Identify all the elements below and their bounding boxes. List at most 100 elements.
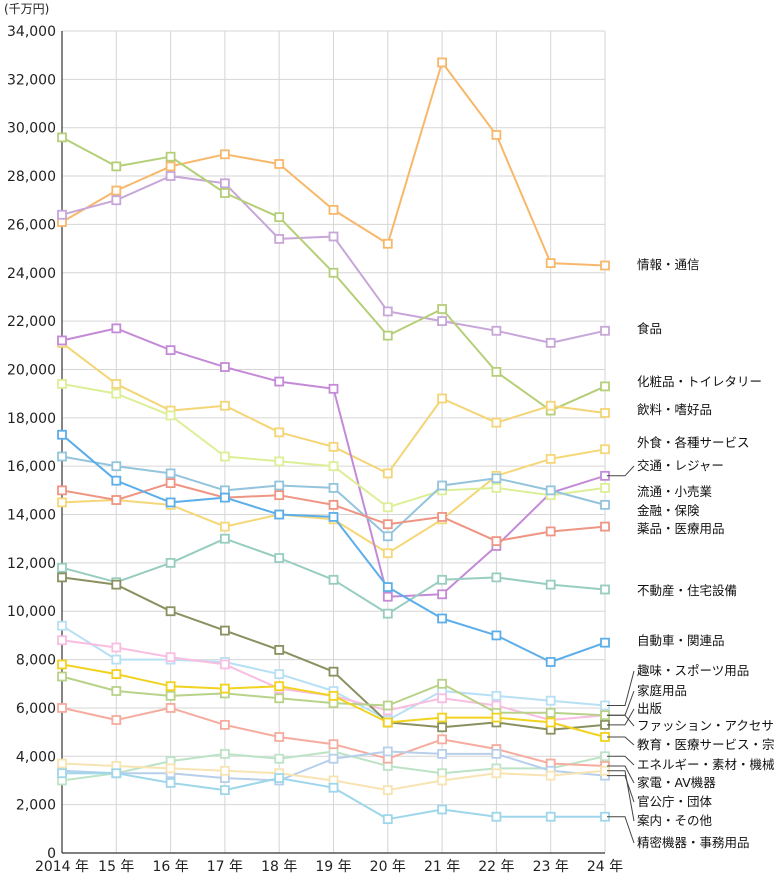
x-tick-label: 24 年 <box>587 859 623 875</box>
data-point <box>274 693 285 704</box>
y-tick-label: 12,000 <box>7 556 56 572</box>
data-point <box>274 376 285 387</box>
series-label: 薬品・医療用品 <box>637 521 725 536</box>
x-tick-label: 15 年 <box>98 859 134 875</box>
data-point <box>219 533 230 544</box>
data-point <box>111 379 122 389</box>
data-point <box>165 763 176 774</box>
data-point <box>219 683 230 694</box>
data-point <box>491 712 502 723</box>
data-point <box>165 410 176 421</box>
x-tick-label: 2014 年 <box>35 859 89 875</box>
data-point <box>600 325 610 336</box>
data-point <box>274 669 285 679</box>
data-point <box>600 260 610 271</box>
data-point <box>328 753 339 764</box>
data-point <box>219 451 230 462</box>
data-point <box>111 323 122 334</box>
data-point <box>57 620 67 631</box>
data-point <box>219 400 230 411</box>
data-point <box>57 671 67 682</box>
data-point <box>111 495 122 505</box>
data-point <box>328 205 339 215</box>
data-point <box>165 345 176 356</box>
series-11 <box>57 429 610 667</box>
data-point <box>600 483 610 493</box>
leader-line <box>607 708 635 726</box>
data-point <box>600 444 610 455</box>
y-tick-label: 0 <box>47 846 56 862</box>
data-point <box>328 267 339 278</box>
series-label: 食品 <box>637 321 662 336</box>
data-point <box>57 635 67 646</box>
series-8 <box>57 451 610 542</box>
data-point <box>57 485 67 496</box>
data-point <box>165 703 176 713</box>
y-tick-label: 6,000 <box>16 701 56 717</box>
data-point <box>274 773 285 783</box>
data-point <box>328 441 339 452</box>
x-tick-label: 17 年 <box>207 859 243 875</box>
data-point <box>111 579 122 590</box>
data-point <box>57 497 67 508</box>
data-point <box>328 690 339 701</box>
data-point <box>545 258 556 268</box>
data-point <box>437 693 448 704</box>
y-tick-label: 32,000 <box>7 72 56 88</box>
axes <box>61 31 605 854</box>
data-point <box>274 212 285 223</box>
data-point <box>382 531 393 542</box>
data-point <box>328 666 339 677</box>
leader-line <box>607 714 635 727</box>
data-point <box>382 306 393 317</box>
y-tick-label: 26,000 <box>7 217 56 233</box>
data-point <box>437 304 448 314</box>
data-point <box>491 630 502 641</box>
data-point <box>274 456 285 467</box>
data-point <box>545 695 556 706</box>
series-16 <box>57 659 610 742</box>
series-label: 家庭用品 <box>637 683 687 698</box>
series-label: 案内・その他 <box>637 813 713 828</box>
x-tick-label: 20 年 <box>370 859 406 875</box>
data-point <box>382 717 393 728</box>
data-point <box>165 171 176 181</box>
data-point <box>219 719 230 730</box>
data-point <box>491 536 502 547</box>
data-point <box>111 654 122 665</box>
y-tick-labels: 0 2,000 4,000 6,000 8,000 10,000 12,000 14,000 1… <box>7 24 56 862</box>
data-point <box>274 480 285 491</box>
x-tick-label: 21 年 <box>424 859 460 875</box>
data-point <box>219 765 230 776</box>
series-1 <box>57 57 610 271</box>
data-point <box>274 645 285 655</box>
data-point <box>274 509 285 520</box>
x-tick-label: 23 年 <box>533 859 569 875</box>
data-point <box>437 57 448 68</box>
series-label: 化粧品・トイレタリー <box>637 374 762 389</box>
data-point <box>437 734 448 745</box>
data-point <box>437 712 448 723</box>
data-point <box>165 161 176 172</box>
data-point <box>382 468 393 479</box>
leader-line <box>607 765 635 784</box>
data-point <box>57 335 67 346</box>
series-label: 家電・AV機器 <box>637 775 716 790</box>
data-point <box>437 775 448 786</box>
data-point <box>165 468 176 479</box>
data-point <box>600 637 610 648</box>
data-point <box>437 748 448 759</box>
data-point <box>382 502 393 513</box>
leader-line <box>607 770 635 822</box>
data-point <box>219 625 230 636</box>
leader-line <box>607 736 635 746</box>
data-point <box>545 526 556 537</box>
data-point <box>57 429 67 440</box>
data-point <box>57 572 67 583</box>
data-point <box>545 770 556 781</box>
data-point <box>219 149 230 160</box>
leader-line <box>607 755 635 766</box>
data-point <box>328 512 339 522</box>
series-label: 出版 <box>637 701 663 716</box>
x-tick-label: 18 年 <box>261 859 297 875</box>
